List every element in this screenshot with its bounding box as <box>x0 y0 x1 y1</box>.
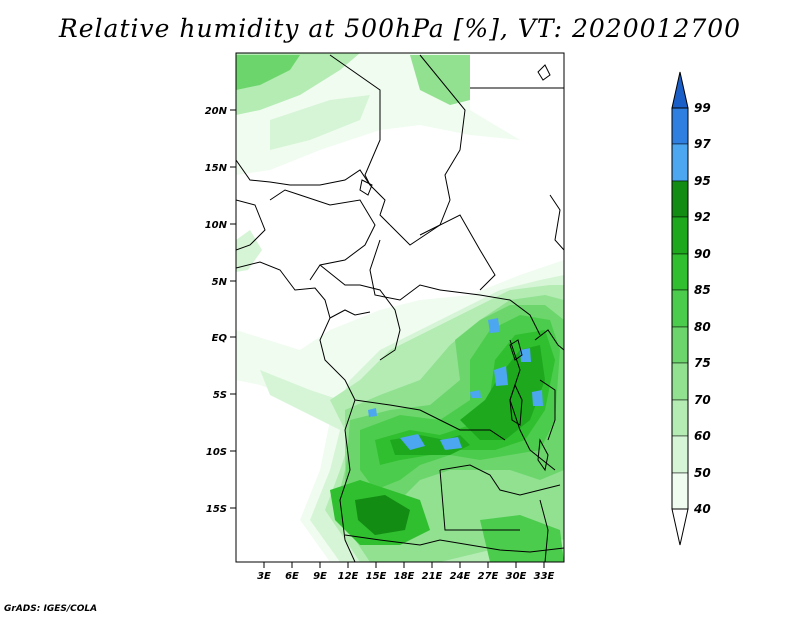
border-uganda <box>534 329 564 351</box>
lon-tick-label: 21E <box>422 571 443 582</box>
rh-area-95-d <box>494 366 508 386</box>
colorbar-swatch-97-99 <box>671 107 689 145</box>
colorbar-label: 85 <box>694 283 711 297</box>
lon-tick-label: 15E <box>366 571 387 582</box>
lat-tick-label: 15S <box>206 504 227 515</box>
map-frame <box>235 52 565 563</box>
border-niger-chad <box>329 54 381 186</box>
colorbar-swatch-92-95 <box>671 180 689 218</box>
border-tanzania <box>539 379 556 441</box>
border-angola-east <box>439 469 520 531</box>
colorbar-label: 40 <box>693 502 711 516</box>
sinai-coast <box>537 64 551 81</box>
rh-area-95-f <box>532 390 543 406</box>
lake-tanganyika <box>509 383 523 426</box>
colorbar-label: 60 <box>694 429 711 443</box>
border-benin <box>236 199 266 251</box>
border-ethiopia <box>549 194 564 251</box>
colorbar-label: 75 <box>694 356 711 370</box>
rh-area-west-50 <box>236 230 262 272</box>
lon-axis: 3E 6E 9E 12E 15E 18E 21E 24E 27E 30E 33E <box>257 562 555 582</box>
lon-tick-label: 27E <box>478 571 499 582</box>
lat-tick-label: 20N <box>205 106 228 117</box>
border-drc-east <box>509 339 556 471</box>
colorbar-swatch-80-85 <box>671 289 689 328</box>
border-cameroon <box>369 239 441 301</box>
lat-tick-label: EQ <box>212 333 228 344</box>
border-namibia <box>344 534 564 553</box>
border-zambia <box>439 464 561 496</box>
lat-tick-label: 10N <box>205 220 228 231</box>
lon-tick-label: 33E <box>534 571 555 582</box>
lat-tick-label: 15N <box>205 163 228 174</box>
colorbar-label: 50 <box>694 466 711 480</box>
rh-area-north-75 <box>236 55 300 90</box>
border-gabon <box>319 264 401 361</box>
border-sahel <box>236 159 391 226</box>
border-nigeria <box>269 189 376 281</box>
coastline-southwest <box>339 399 356 562</box>
colorbar-top-arrow <box>671 71 689 109</box>
colorbar-label: 99 <box>694 101 711 115</box>
colorbar-swatch-85-90 <box>671 253 689 291</box>
rh-area-angola-92 <box>355 495 410 535</box>
border-angola-north <box>354 399 506 441</box>
colorbar-swatch-75-80 <box>671 326 689 364</box>
border-eq-guinea <box>329 309 371 319</box>
rh-area-north-50 <box>270 95 370 150</box>
humidity-field <box>236 53 564 562</box>
colorbar-label: 90 <box>694 247 711 261</box>
lat-tick-label: 10S <box>206 447 227 458</box>
lake-chad <box>359 179 373 196</box>
lon-tick-label: 3E <box>257 571 271 582</box>
rh-area-95-a <box>400 434 425 450</box>
colorbar-swatch-95-97 <box>671 143 689 182</box>
border-mozambique <box>539 499 549 562</box>
lake-albert <box>509 339 523 361</box>
lat-tick-label: 5S <box>213 390 227 401</box>
colorbar-label: 80 <box>694 320 711 334</box>
colorbar-swatch-50-60 <box>671 435 689 474</box>
chart-title: Relative humidity at 500hPa [%], VT: 202… <box>58 14 742 43</box>
lon-tick-label: 24E <box>450 571 471 582</box>
credit-text: GrADS: IGES/COLA <box>4 604 98 614</box>
country-borders <box>236 54 564 562</box>
colorbar: 99 97 95 92 90 85 80 75 70 60 50 40 <box>671 71 711 546</box>
rh-area-95-h <box>470 390 481 398</box>
lon-tick-label: 30E <box>506 571 527 582</box>
border-car <box>389 214 496 291</box>
rh-area-95-e <box>520 348 531 362</box>
lon-tick-label: 9E <box>313 571 327 582</box>
coastline-west <box>236 261 356 401</box>
rh-area-south-90 <box>460 345 545 440</box>
lat-tick-label: 5N <box>212 277 228 288</box>
lake-malawi <box>537 438 549 472</box>
rh-area-95-c <box>488 318 500 333</box>
colorbar-bottom-arrow <box>671 508 689 546</box>
colorbar-label: 97 <box>694 137 711 151</box>
rh-area-95-g <box>368 408 377 417</box>
lat-axis: 20N 15N 10N 5N EQ 5S 10S 15S <box>205 106 236 515</box>
colorbar-swatch-40-50 <box>671 472 689 510</box>
colorbar-label: 70 <box>694 393 711 407</box>
colorbar-label: 95 <box>694 174 711 188</box>
lon-tick-label: 6E <box>285 571 299 582</box>
colorbar-swatch-60-70 <box>671 399 689 437</box>
colorbar-frame <box>671 107 689 510</box>
colorbar-label: 92 <box>694 210 711 224</box>
colorbar-swatch-70-75 <box>671 362 689 401</box>
border-drc-north <box>439 289 541 336</box>
rh-area-95-b <box>440 437 462 450</box>
colorbar-swatch-90-92 <box>671 216 689 255</box>
lon-tick-label: 12E <box>338 571 359 582</box>
lon-tick-label: 18E <box>394 571 415 582</box>
